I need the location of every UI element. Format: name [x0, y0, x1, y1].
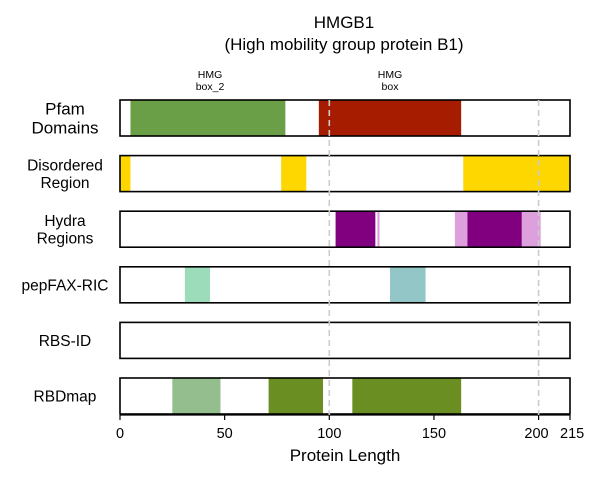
track-group: Pfam Domains HMG box_2 HMG box Disordered Regio… [21, 69, 571, 415]
track-segment [390, 266, 426, 303]
track-background [120, 322, 570, 359]
track-segment [172, 378, 221, 414]
track-segment [335, 211, 376, 248]
track-label: Pfam Domains [31, 100, 98, 138]
x-tick-label: 100 [317, 426, 341, 442]
track-segment [377, 211, 380, 248]
x-axis: 0 50 100 150 200 215 [116, 414, 584, 442]
domain-annotation: HMG box_2 [196, 69, 225, 93]
track-segment [130, 100, 286, 136]
domain-annotation: HMG box [378, 69, 403, 93]
track-segment [521, 211, 541, 248]
track-segment [352, 378, 462, 414]
track-row: Pfam Domains HMG box_2 HMG box [31, 69, 571, 138]
track-segment [318, 100, 462, 136]
x-tick-label: 150 [422, 426, 446, 442]
track-label: pepFAX-RIC [21, 277, 108, 294]
track-segment [120, 155, 131, 192]
track-row: Hydra Regions [37, 210, 571, 248]
track-segment [463, 155, 570, 192]
track-row: pepFAX-RIC [21, 265, 571, 304]
x-axis-label: Protein Length [290, 446, 401, 465]
track-label: Hydra Regions [37, 213, 94, 248]
track-border [119, 99, 571, 137]
track-label: RBS-ID [39, 333, 92, 350]
track-segment [281, 155, 307, 192]
track-border [119, 210, 571, 248]
track-segment [454, 211, 468, 248]
reference-lines [328, 100, 540, 415]
chart-subtitle: (High mobility group protein B1) [224, 35, 463, 54]
track-row: RBS-ID [39, 321, 571, 360]
chart-title: HMGB1 [314, 13, 374, 32]
track-label: Disordered Region [27, 157, 103, 192]
x-tick-label: 50 [217, 426, 233, 442]
track-row: Disordered Region [27, 154, 571, 193]
track-row: RBDmap [34, 377, 571, 415]
x-tick-label: 215 [560, 426, 584, 442]
x-tick-label: 200 [524, 426, 548, 442]
track-segment [467, 211, 522, 248]
track-border [119, 377, 571, 415]
track-label: RBDmap [34, 389, 97, 406]
track-segment [184, 266, 210, 303]
x-tick-label: 0 [116, 426, 124, 442]
track-border [119, 321, 571, 360]
track-border [119, 265, 571, 304]
track-segment [268, 378, 324, 414]
track-border [119, 154, 571, 193]
